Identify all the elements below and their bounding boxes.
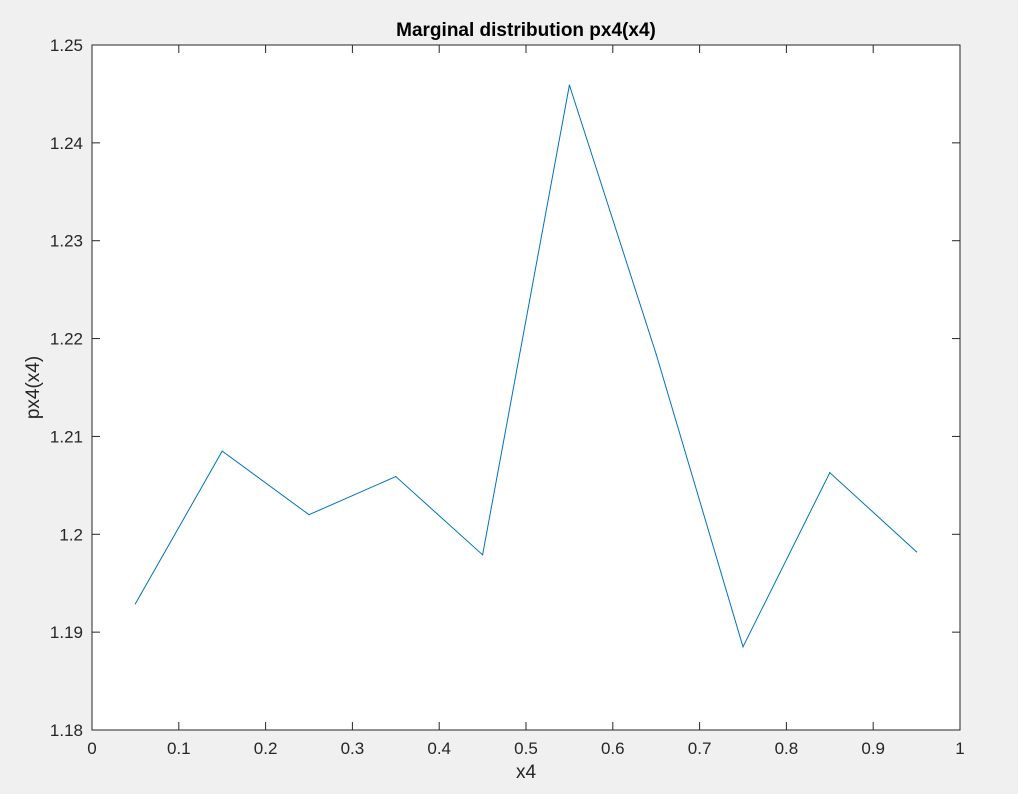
x-tick-label: 0 (87, 739, 96, 758)
x-tick-label: 0.2 (254, 739, 278, 758)
series-lines (134, 84, 918, 649)
x-tick-label: 0.9 (861, 739, 885, 758)
data-point (395, 475, 397, 478)
y-axis-label: px4(x4) (23, 356, 44, 419)
data-point (655, 353, 657, 355)
series-line (134, 84, 917, 649)
x-tick-label: 0.3 (341, 739, 365, 758)
x-axis-label: x4 (516, 762, 537, 783)
data-point (568, 84, 571, 86)
x-tick-labels: 0 0.1 0.2 0.3 0.4 0.5 0.6 0.7 0.8 0.9 1 (87, 739, 964, 758)
data-point (221, 450, 223, 452)
data-point (742, 646, 744, 648)
y-tick-label: 1.24 (50, 134, 83, 153)
plot-frame (91, 44, 961, 731)
x-tick-label: 1 (955, 739, 964, 758)
x-tick-label: 0.5 (514, 739, 538, 758)
data-point (916, 551, 918, 553)
x-tick-label: 0.8 (775, 739, 799, 758)
x-tick-label: 0.4 (427, 739, 451, 758)
plot-area (92, 45, 960, 730)
y-tick-label: 1.18 (50, 721, 83, 740)
data-point (134, 603, 136, 605)
y-tick-label: 1.21 (50, 427, 83, 446)
y-tick-label: 1.23 (50, 232, 83, 251)
x-tick-label: 0.6 (601, 739, 625, 758)
y-tick-label: 1.22 (50, 330, 83, 349)
x-tick-label: 0.7 (688, 739, 712, 758)
y-tick-labels: 1.18 1.19 1.2 1.21 1.22 1.23 1.24 1.25 (50, 36, 83, 740)
data-point (308, 514, 310, 516)
y-tick-label: 1.25 (50, 36, 83, 55)
data-point (829, 472, 831, 474)
y-tick-label: 1.19 (50, 623, 83, 642)
chart-title: Marginal distribution px4(x4) (396, 20, 656, 41)
x-tick-label: 0.1 (167, 739, 191, 758)
y-tick-label: 1.2 (59, 525, 83, 544)
data-point (482, 554, 484, 556)
